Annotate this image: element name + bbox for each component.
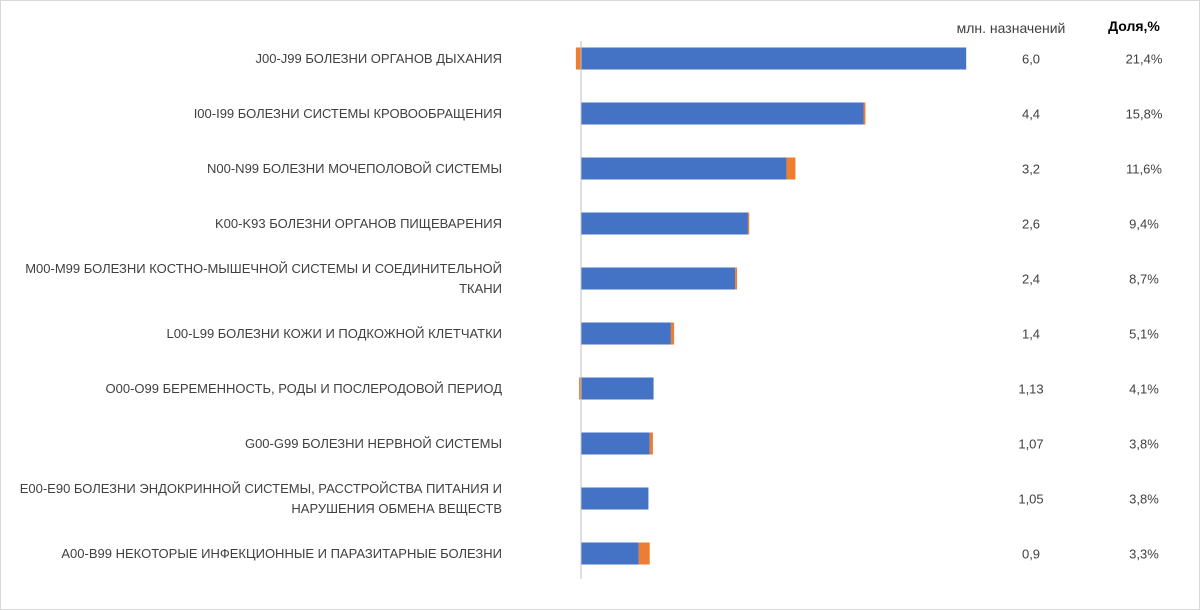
value-label: 1,07 [1018,436,1044,451]
bar [581,377,654,400]
share-label: 8,7% [1129,271,1159,286]
bar [581,542,639,565]
bar [575,47,582,70]
bar [747,212,750,235]
bar [581,432,650,455]
value-label: 1,05 [1018,491,1044,506]
share-label: 3,3% [1129,546,1159,561]
value-label: 1,13 [1018,381,1044,396]
value-label: 0,9 [1021,546,1041,561]
bar [735,267,738,290]
bar [581,212,748,235]
column-header: Доля,% [1108,18,1160,34]
category-label: A00-B99 НЕКОТОРЫЕ ИНФЕКЦИОННЫЕ И ПАРАЗИТ… [61,545,502,561]
bar [581,102,864,125]
bar [638,542,650,565]
bar [581,487,649,510]
share-label: 21,4% [1125,51,1163,66]
category-label: L00-L99 БОЛЕЗНИ КОЖИ И ПОДКОЖНОЙ КЛЕТЧАТ… [166,325,502,341]
share-label: 11,6% [1126,161,1162,176]
share-label: 15,8% [1125,106,1163,121]
category-label: I00-I99 БОЛЕЗНИ СИСТЕМЫ КРОВООБРАЩЕНИЯ [193,105,502,121]
category-label: O00-O99 БЕРЕМЕННОСТЬ, РОДЫ И ПОСЛЕРОДОВО… [105,380,502,396]
bar [670,322,675,345]
bar [581,267,736,290]
column-header: млн. назначений [956,20,1066,36]
bar [581,47,967,70]
value-label: 2,4 [1021,271,1041,286]
value-label: 6,0 [1021,51,1041,66]
category-label: G00-G99 БОЛЕЗНИ НЕРВНОЙ СИСТЕМЫ [244,435,502,451]
value-label: 2,6 [1021,216,1041,231]
category-label: J00-J99 БОЛЕЗНИ ОРГАНОВ ДЫХАНИЯ [255,50,502,66]
category-label: K00-K93 БОЛЕЗНИ ОРГАНОВ ПИЩЕВАРЕНИЯ [215,215,502,231]
share-label: 4,1% [1129,381,1159,396]
bar [786,157,796,180]
category-label: M00-M99 БОЛЕЗНИ КОСТНО-МЫШЕЧНОЙ СИСТЕМЫ … [25,260,502,296]
bar [579,377,582,400]
share-label: 3,8% [1129,436,1159,451]
bar [581,322,671,345]
value-label: 1,4 [1021,326,1041,341]
share-label: 5,1% [1129,326,1159,341]
bar [863,102,866,125]
category-label: E00-E90 БОЛЕЗНИ ЭНДОКРИННОЙ СИСТЕМЫ, РАС… [19,480,502,516]
share-label: 3,8% [1129,491,1159,506]
share-label: 9,4% [1129,216,1159,231]
value-label: 4,4 [1021,106,1041,121]
value-label: 3,2 [1021,161,1041,176]
category-label: N00-N99 БОЛЕЗНИ МОЧЕПОЛОВОЙ СИСТЕМЫ [207,160,502,176]
bar [581,157,787,180]
bar [649,432,653,455]
